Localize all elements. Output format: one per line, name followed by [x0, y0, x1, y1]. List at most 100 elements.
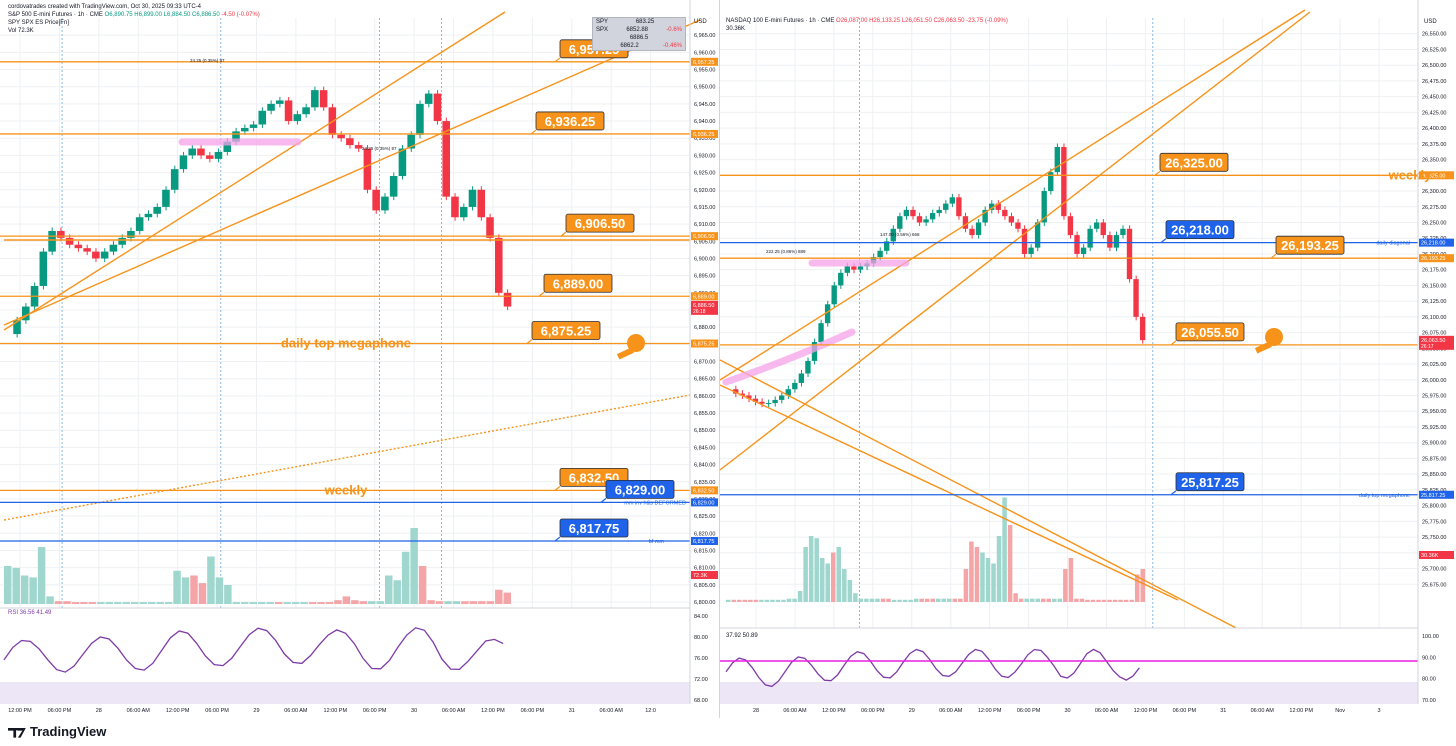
candle-body [929, 213, 936, 220]
volume-bar [478, 601, 486, 604]
callout-label: 6,875.25 [541, 323, 592, 338]
callout-box [531, 321, 601, 340]
volume-bar [996, 536, 1002, 602]
candle-body [389, 176, 398, 197]
volume-bar [461, 601, 469, 604]
volume-bar [156, 602, 164, 604]
volume-bar [1129, 599, 1134, 602]
volume-bar [368, 601, 376, 604]
volume-bar [486, 601, 495, 604]
y-tick-label: 26,175.00 [1422, 268, 1446, 274]
volume-bar [291, 602, 300, 604]
axis-price-text: 6,906.50 [693, 234, 714, 240]
y-tick-label: 26,450.00 [1422, 95, 1446, 101]
axis-price-tag [691, 292, 718, 301]
volume-bar [249, 602, 257, 604]
volume-bar [4, 566, 12, 604]
y-tick-label: 26,425.00 [1422, 110, 1446, 116]
y-tick-label: 26,500.00 [1422, 63, 1446, 69]
level-note: bf mm [649, 539, 665, 545]
rsi-tick-label: 80.00 [694, 635, 708, 641]
volume-bar [401, 551, 410, 604]
quote-row: 6886.5 [629, 35, 649, 41]
y-tick-label: 6,910.00 [694, 222, 715, 228]
y-tick-label: 26,250.00 [1422, 220, 1446, 226]
spx-chart-pane[interactable]: 6,965.00 6,960.00 6,955.00 6,950.00 6,945.00… [0, 0, 720, 718]
candle-body [407, 134, 415, 149]
y-tick-label: 25,800.00 [1422, 504, 1446, 510]
volume-bar [215, 577, 224, 604]
volume-bar [1035, 598, 1040, 602]
candle-body [1080, 247, 1087, 254]
volume-bar [1090, 599, 1096, 602]
volume-bar [317, 602, 325, 604]
volume-tag [691, 571, 718, 579]
volume-bar [393, 580, 401, 604]
volume-bar [71, 602, 80, 604]
candle-body [1126, 228, 1133, 280]
candle-body [381, 196, 389, 211]
y-tick-label: 6,805.00 [694, 583, 715, 589]
x-tick-label: 31 [569, 708, 575, 714]
volume-bar [325, 602, 334, 604]
volume-bar [936, 598, 941, 602]
quote-row: SPY 683.25 [596, 19, 655, 25]
level-note: daily top megaphone [1359, 493, 1410, 499]
candle-body [739, 393, 745, 396]
volume-tag [1419, 551, 1454, 559]
trend-line [720, 384, 1179, 601]
volume-bar [131, 602, 139, 604]
x-tick-label: 12:00 PM [481, 708, 505, 714]
candle-body [916, 216, 923, 223]
volume-bar [20, 575, 29, 604]
volume-bar [985, 558, 991, 602]
callout-pointer [554, 485, 561, 491]
candle-body [311, 90, 319, 108]
rsi-line [725, 648, 1140, 688]
es-price-chart[interactable]: 6,965.00 6,960.00 6,955.00 6,950.00 6,945.00… [0, 0, 720, 718]
volume-bar [952, 598, 958, 602]
y-tick-label: 26,400.00 [1422, 126, 1446, 132]
y-tick-label: 6,945.00 [694, 102, 715, 108]
x-tick-label: 12:00 PM [8, 708, 32, 714]
measure-annotation: 24.25 (0.35%) 97 [190, 58, 225, 63]
candle-body [153, 206, 161, 214]
volume-bar [1029, 598, 1035, 602]
axis-price-tag [691, 498, 718, 507]
symbol-title: NASDAQ 100 E-mini Futures · 1h · CME [726, 18, 835, 24]
callout-label: 6,936.25 [545, 114, 596, 129]
candle-body [232, 131, 240, 142]
trend-line [3, 394, 691, 521]
axis-price-tag [691, 57, 718, 66]
level-callout: 6,906.50 [565, 213, 635, 233]
y-tick-label: 6,940.00 [694, 119, 715, 125]
volume-bar [418, 566, 427, 604]
candle-body [144, 213, 153, 218]
candle-body [1139, 316, 1146, 341]
volume-bar [452, 601, 461, 604]
candle-body [818, 323, 824, 343]
candle-body [503, 292, 512, 307]
callout-pointer [554, 57, 561, 63]
volume-bar [764, 599, 770, 602]
candle-body [127, 230, 135, 238]
volume-bar [930, 598, 935, 602]
callout-box [1175, 472, 1245, 492]
tradingview-logo[interactable]: TradingView [8, 724, 106, 739]
volume-bar [847, 580, 853, 602]
volume-bar [80, 602, 88, 604]
symbol-title: S&P 500 E-mini Futures · 1h · CME [8, 12, 103, 18]
candle-body [969, 228, 975, 236]
candle-body [772, 399, 778, 404]
callout-pointer [560, 231, 567, 237]
y-tick-label: 25,675.00 [1422, 582, 1446, 588]
key-icon-shaft [1254, 341, 1272, 354]
candle-body [1054, 146, 1060, 173]
candle-body [372, 189, 380, 211]
nq-chart-pane[interactable]: 26,550.00 26,525.00 26,500.00 26,475.00 26,4… [720, 0, 1456, 718]
trend-line [3, 11, 506, 331]
volume-bar [803, 547, 808, 602]
nq-price-chart[interactable]: 26,550.00 26,525.00 26,500.00 26,475.00 26,4… [720, 0, 1456, 718]
volume-bar [283, 602, 291, 604]
volume-bar [410, 528, 418, 604]
